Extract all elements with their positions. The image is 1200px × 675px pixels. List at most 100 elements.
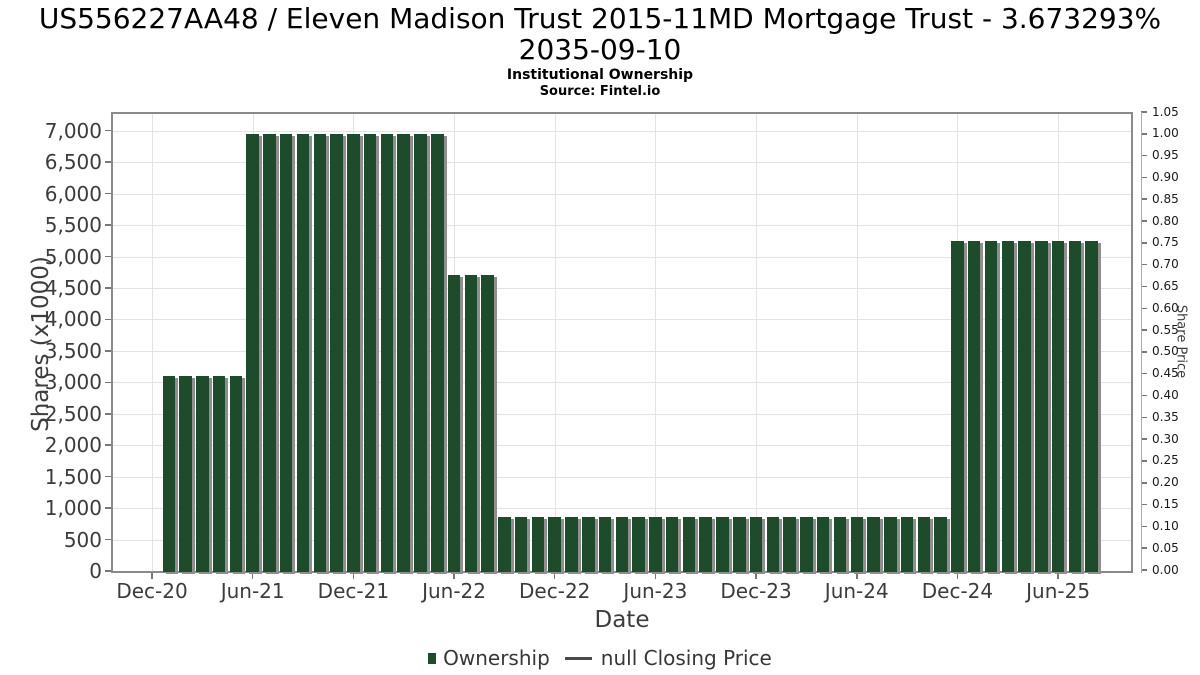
x-axis-tick-mark — [453, 573, 455, 579]
ownership-bar[interactable] — [246, 133, 259, 572]
right-axis-tick-mark — [1141, 263, 1147, 266]
right-axis-tick-mark — [1141, 460, 1147, 462]
ownership-bar[interactable] — [380, 133, 394, 572]
left-axis-tick-mark — [105, 350, 111, 352]
ownership-bar[interactable] — [632, 516, 645, 572]
x-axis-tick-label: Dec-20 — [116, 579, 188, 603]
x-axis-tick-label: Jun-22 — [422, 579, 486, 603]
horizontal-gridline — [113, 287, 1131, 289]
ownership-bar[interactable] — [917, 516, 931, 572]
ownership-bar[interactable] — [934, 516, 947, 572]
x-axis-title: Date — [594, 607, 650, 633]
left-axis-tick-mark — [105, 192, 111, 195]
right-axis-tick-label: 0.45 — [1152, 366, 1179, 381]
right-axis-tick-mark — [1141, 285, 1147, 288]
ownership-bar[interactable] — [212, 376, 226, 572]
ownership-bar[interactable] — [414, 133, 427, 572]
right-axis-title: Share Price — [1173, 304, 1189, 379]
horizontal-gridline — [113, 319, 1131, 321]
x-axis-tick-label: Jun-23 — [623, 579, 688, 603]
ownership-bar[interactable] — [279, 133, 293, 572]
ownership-bar[interactable] — [1018, 240, 1031, 572]
ownership-bar[interactable] — [716, 516, 729, 572]
ownership-bar[interactable] — [548, 516, 561, 572]
ownership-bar[interactable] — [514, 516, 528, 572]
ownership-bar[interactable] — [162, 376, 176, 572]
horizontal-gridline — [113, 413, 1131, 415]
ownership-bar[interactable] — [900, 516, 914, 572]
vertical-gridline — [554, 114, 556, 571]
legend-ownership-label: Ownership — [443, 646, 550, 670]
ownership-bar[interactable] — [682, 516, 696, 572]
legend: Ownership null Closing Price — [0, 644, 1200, 672]
right-axis-tick-label: 0.00 — [1152, 562, 1179, 577]
ownership-bar[interactable] — [800, 516, 813, 572]
ownership-bar[interactable] — [816, 516, 830, 572]
ownership-bar[interactable] — [347, 133, 360, 572]
right-axis-tick-mark — [1141, 133, 1147, 135]
ownership-bar[interactable] — [1001, 240, 1015, 572]
ownership-bar[interactable] — [1051, 240, 1065, 572]
ownership-bar[interactable] — [481, 275, 494, 572]
left-axis-tick-label: 6,500 — [44, 150, 102, 175]
ownership-bar[interactable] — [733, 516, 746, 572]
left-axis-tick-label: 4,500 — [44, 275, 102, 300]
right-axis-tick-label: 1.05 — [1152, 104, 1179, 119]
horizontal-gridline — [113, 445, 1131, 447]
right-axis-tick-label: 0.50 — [1152, 344, 1179, 359]
ownership-bar[interactable] — [1068, 240, 1082, 572]
ownership-bar[interactable] — [884, 516, 897, 572]
ownership-bar[interactable] — [783, 516, 796, 572]
ownership-bar[interactable] — [867, 516, 880, 572]
horizontal-gridline — [113, 162, 1131, 164]
ownership-bar[interactable] — [464, 275, 478, 572]
ownership-bar[interactable] — [263, 133, 276, 572]
ownership-bar[interactable] — [967, 240, 981, 572]
ownership-bar[interactable] — [833, 516, 847, 572]
ownership-bar[interactable] — [363, 133, 377, 572]
vertical-gridline — [152, 114, 153, 571]
ownership-bar[interactable] — [766, 516, 780, 572]
x-axis-tick-label: Dec-23 — [720, 579, 792, 603]
ownership-bar[interactable] — [1035, 240, 1048, 572]
ownership-bar[interactable] — [598, 516, 612, 572]
left-axis-tick-label: 2,500 — [44, 401, 102, 426]
left-axis-tick-label: 5,500 — [44, 213, 102, 238]
right-axis-tick-label: 0.05 — [1152, 540, 1179, 555]
ownership-bar[interactable] — [431, 133, 444, 572]
ownership-bar[interactable] — [196, 376, 209, 572]
left-axis-tick-label: 4,000 — [44, 307, 102, 332]
ownership-bar[interactable] — [749, 516, 763, 572]
ownership-bar[interactable] — [565, 516, 578, 572]
ownership-bar[interactable] — [984, 240, 998, 572]
left-axis-tick-label: 500 — [63, 527, 102, 552]
ownership-bar[interactable] — [330, 133, 343, 572]
ownership-bar[interactable] — [615, 516, 629, 572]
left-axis-tick-mark — [105, 381, 111, 384]
ownership-bar[interactable] — [498, 516, 511, 572]
legend-item-closing-price[interactable]: null Closing Price — [550, 646, 772, 670]
horizontal-gridline — [113, 130, 1131, 132]
horizontal-gridline — [113, 350, 1131, 352]
ownership-bar[interactable] — [531, 516, 545, 572]
horizontal-gridline — [113, 382, 1131, 384]
ownership-bar[interactable] — [447, 275, 461, 572]
left-axis-tick-mark — [105, 161, 111, 163]
ownership-bar[interactable] — [665, 516, 679, 572]
ownership-bar[interactable] — [850, 516, 863, 572]
left-axis-tick-label: 2,000 — [44, 433, 102, 458]
left-axis-tick-mark — [105, 287, 111, 289]
ownership-bar[interactable] — [179, 376, 192, 572]
ownership-bar[interactable] — [229, 376, 243, 572]
right-axis-tick-label: 0.65 — [1152, 278, 1179, 293]
legend-item-ownership[interactable]: Ownership — [428, 646, 550, 670]
ownership-bar[interactable] — [582, 516, 595, 572]
ownership-bar[interactable] — [1085, 240, 1098, 572]
ownership-bar[interactable] — [699, 516, 712, 572]
ownership-bar[interactable] — [296, 133, 310, 572]
ownership-bar[interactable] — [951, 240, 964, 572]
ownership-bar[interactable] — [649, 516, 662, 572]
ownership-bar[interactable] — [397, 133, 410, 572]
x-axis-tick-mark — [654, 573, 657, 579]
ownership-bar[interactable] — [313, 133, 327, 572]
